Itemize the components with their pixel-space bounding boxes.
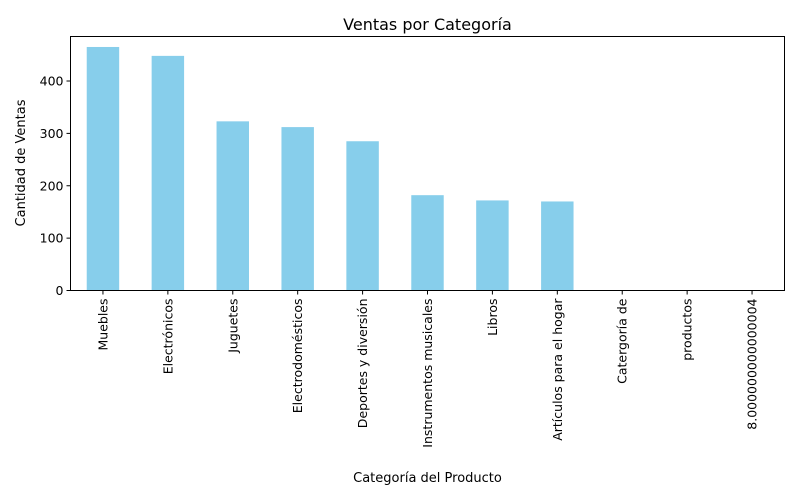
x-axis-label: Categoría del Producto <box>353 471 502 486</box>
y-tick-label: 400 <box>40 74 64 89</box>
y-axis-ticks: 0 100 200 300 400 <box>40 74 71 298</box>
y-tick-label: 300 <box>40 126 64 141</box>
x-tick-label: Deportes y diversión <box>355 299 370 429</box>
x-tick-label: Libros <box>485 299 500 336</box>
x-axis-ticks: Muebles Electrónicos Juguetes Electrodomést… <box>95 290 760 448</box>
bar <box>281 127 314 291</box>
plot-area-frame <box>70 36 785 291</box>
x-tick-label: Instrumentos musicales <box>420 299 435 448</box>
y-tick-label: 200 <box>40 178 64 193</box>
x-tick-label: Electrónicos <box>160 299 175 375</box>
bars-group <box>86 46 574 291</box>
chart-title: Ventas por Categoría <box>343 15 512 34</box>
x-tick-label: Artículos para el hogar <box>550 298 565 441</box>
x-tick-label: 8.000000000000004 <box>745 298 760 429</box>
x-tick-label: Electrodomésticos <box>290 299 305 414</box>
bar <box>216 121 249 291</box>
bar <box>541 201 574 291</box>
y-tick-label: 0 <box>56 283 64 298</box>
bar <box>86 46 120 291</box>
x-tick-label: Muebles <box>95 299 110 351</box>
x-tick-label: Juguetes <box>225 299 240 354</box>
bar <box>411 195 444 291</box>
bar <box>346 141 379 291</box>
bar <box>476 200 509 291</box>
x-tick-label: Catergoría de <box>615 298 630 384</box>
y-axis-label: Cantidad de Ventas <box>14 99 29 226</box>
bar <box>151 55 185 291</box>
x-tick-label: productos <box>680 299 695 361</box>
y-tick-label: 100 <box>40 231 64 246</box>
